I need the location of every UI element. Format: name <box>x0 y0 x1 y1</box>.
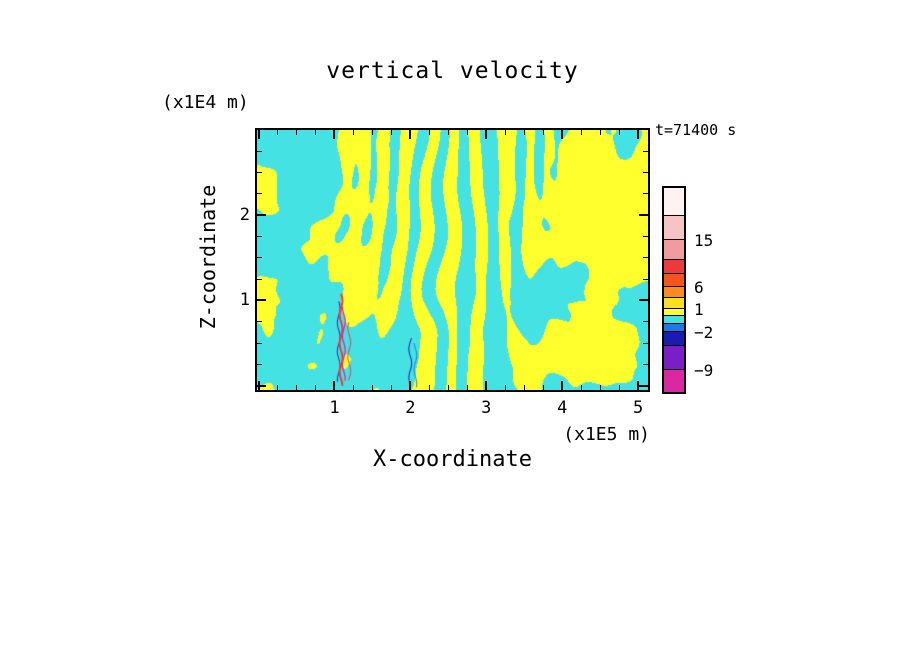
axis-tick <box>643 363 648 365</box>
axis-tick <box>428 385 430 390</box>
axis-tick <box>333 130 336 139</box>
axis-tick <box>637 130 640 139</box>
colorbar-label: 15 <box>694 231 714 250</box>
colorbar-segment <box>664 287 684 298</box>
colorbar-segment <box>664 260 684 274</box>
axis-tick <box>599 130 601 135</box>
x-axis-unit-label: (x1E5 m) <box>563 424 650 445</box>
axis-tick <box>257 130 260 139</box>
colorbar-segment <box>664 370 684 392</box>
axis-tick <box>257 278 262 280</box>
axis-tick <box>643 342 648 344</box>
x-tick-label: 4 <box>557 398 568 418</box>
axis-tick <box>409 130 412 139</box>
axis-tick <box>639 384 648 387</box>
axis-tick <box>428 130 430 135</box>
axis-tick <box>257 363 262 365</box>
axis-tick <box>371 385 373 390</box>
colorbar <box>662 186 686 394</box>
axis-tick <box>466 385 468 390</box>
colorbar-label: 1 <box>694 300 704 319</box>
time-annotation: t=71400 s <box>655 121 737 139</box>
axis-tick <box>257 299 266 302</box>
axis-tick <box>639 214 648 217</box>
axis-tick <box>257 384 266 387</box>
axis-tick <box>314 385 316 390</box>
axis-tick <box>257 172 262 174</box>
axis-tick <box>333 381 336 390</box>
axis-tick <box>371 130 373 135</box>
x-axis-title: X-coordinate <box>373 447 532 472</box>
x-tick-label: 3 <box>481 398 492 418</box>
axis-tick <box>643 278 648 280</box>
plot-area <box>255 128 650 392</box>
axis-tick <box>276 385 278 390</box>
colorbar-segment <box>664 324 684 332</box>
y-tick-label: 1 <box>239 290 250 311</box>
axis-tick <box>643 193 648 195</box>
axis-tick <box>599 385 601 390</box>
axis-tick <box>466 130 468 135</box>
axis-tick <box>314 130 316 135</box>
axis-tick <box>643 150 648 152</box>
axis-tick <box>643 321 648 323</box>
axis-tick <box>485 130 488 139</box>
axis-tick <box>447 130 449 135</box>
axis-tick <box>352 130 354 135</box>
axis-tick <box>257 214 266 217</box>
colorbar-segment <box>664 240 684 260</box>
axis-tick <box>257 342 262 344</box>
axis-tick <box>390 385 392 390</box>
y-axis-unit-label: (x1E4 m) <box>162 92 249 113</box>
colorbar-label: −2 <box>694 323 714 342</box>
x-tick-label: 5 <box>633 398 644 418</box>
axis-tick <box>409 381 412 390</box>
axis-tick <box>639 299 648 302</box>
colorbar-segment <box>664 332 684 346</box>
axis-tick <box>618 385 620 390</box>
axis-tick <box>523 385 525 390</box>
colorbar-segment <box>664 188 684 216</box>
axis-tick <box>352 385 354 390</box>
axis-tick <box>580 385 582 390</box>
axis-tick <box>643 172 648 174</box>
x-tick-label: 1 <box>329 398 340 418</box>
colorbar-label: −9 <box>694 361 714 380</box>
colorbar-segment <box>664 316 684 324</box>
axis-tick <box>447 385 449 390</box>
axis-tick <box>637 381 640 390</box>
axis-tick <box>504 385 506 390</box>
colorbar-segment <box>664 309 684 316</box>
chart-title: vertical velocity <box>326 58 579 84</box>
axis-tick <box>257 150 262 152</box>
colorbar-segment <box>664 274 684 287</box>
axis-tick <box>542 130 544 135</box>
colorbar-segment <box>664 346 684 370</box>
axis-tick <box>485 381 488 390</box>
axis-tick <box>618 130 620 135</box>
axis-tick <box>257 236 262 238</box>
axis-tick <box>276 130 278 135</box>
axis-tick <box>257 193 262 195</box>
colorbar-label: 6 <box>694 278 704 297</box>
colorbar-segment <box>664 298 684 309</box>
contour-canvas <box>257 130 648 390</box>
axis-tick <box>580 130 582 135</box>
axis-tick <box>295 130 297 135</box>
colorbar-segment <box>664 216 684 240</box>
axis-tick <box>561 381 564 390</box>
y-tick-label: 2 <box>239 205 250 226</box>
axis-tick <box>523 130 525 135</box>
axis-tick <box>643 236 648 238</box>
x-tick-label: 2 <box>405 398 416 418</box>
axis-tick <box>257 321 262 323</box>
axis-tick <box>643 257 648 259</box>
axis-tick <box>542 385 544 390</box>
axis-tick <box>561 130 564 139</box>
axis-tick <box>504 130 506 135</box>
axis-tick <box>390 130 392 135</box>
axis-tick <box>295 385 297 390</box>
axis-tick <box>257 257 262 259</box>
